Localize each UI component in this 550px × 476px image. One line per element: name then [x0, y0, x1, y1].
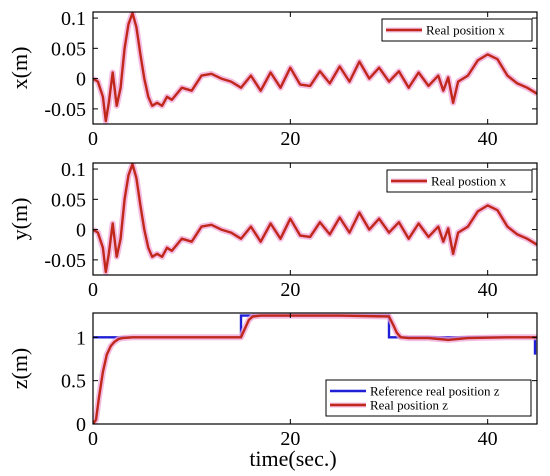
x-tick-label: 20 — [280, 428, 300, 450]
y-tick-label: -0.05 — [44, 99, 86, 121]
legend-label: Real position x — [426, 23, 505, 38]
legend-label: Reference real position z — [370, 384, 500, 399]
panel-3: 0 20 40 1 0.5 0 z(m) Reference real position zR… — [7, 312, 538, 450]
y-axis-label: x(m) — [7, 47, 32, 90]
y-tick-label: -0.05 — [44, 250, 86, 272]
x-tick-label: 40 — [478, 279, 498, 301]
series-line — [93, 314, 537, 424]
legend: Real position x — [381, 18, 533, 42]
panel-2: 0 20 400.10.050-0.05y(m)Real postion x — [7, 159, 538, 301]
y-tick-label: 0 — [76, 220, 86, 242]
y-tick-label: 1 — [76, 327, 86, 349]
series-line — [93, 163, 537, 274]
legend-label: Real postion x — [431, 174, 507, 189]
x-tick-label: 0 — [88, 279, 98, 301]
x-tick-label: 20 — [280, 279, 300, 301]
y-axis-label: y(m) — [7, 198, 32, 241]
y-tick-label: 0.05 — [51, 38, 86, 60]
y-tick-label: 0.1 — [61, 8, 86, 30]
plot-frame — [92, 312, 538, 425]
legend-box — [325, 379, 532, 417]
y-tick-label: 0.1 — [61, 159, 86, 181]
legend: Real postion x — [386, 169, 533, 193]
panel-1: 0 20 400.10.050-0.05x(m)Real position x — [7, 8, 538, 150]
series-line — [93, 12, 537, 123]
y-tick-label: 0 — [76, 69, 86, 91]
x-tick-label: 20 — [280, 128, 300, 150]
x-tick-label: 0 — [88, 128, 98, 150]
x-tick-label: 0 — [88, 428, 98, 450]
plot-frame — [92, 11, 538, 125]
legend-label: Real position z — [370, 398, 448, 413]
y-tick-label: 0.5 — [61, 371, 86, 393]
y-tick-label: 0 — [76, 414, 86, 436]
y-tick-label: 0.05 — [51, 189, 86, 211]
x-tick-label: 40 — [478, 128, 498, 150]
x-axis-label: time(sec.) — [249, 446, 336, 471]
legend-box — [381, 18, 533, 42]
x-tick-label: 40 — [478, 428, 498, 450]
plot-frame — [92, 162, 538, 276]
y-axis-label: z(m) — [7, 348, 32, 390]
legend-box — [386, 169, 533, 193]
